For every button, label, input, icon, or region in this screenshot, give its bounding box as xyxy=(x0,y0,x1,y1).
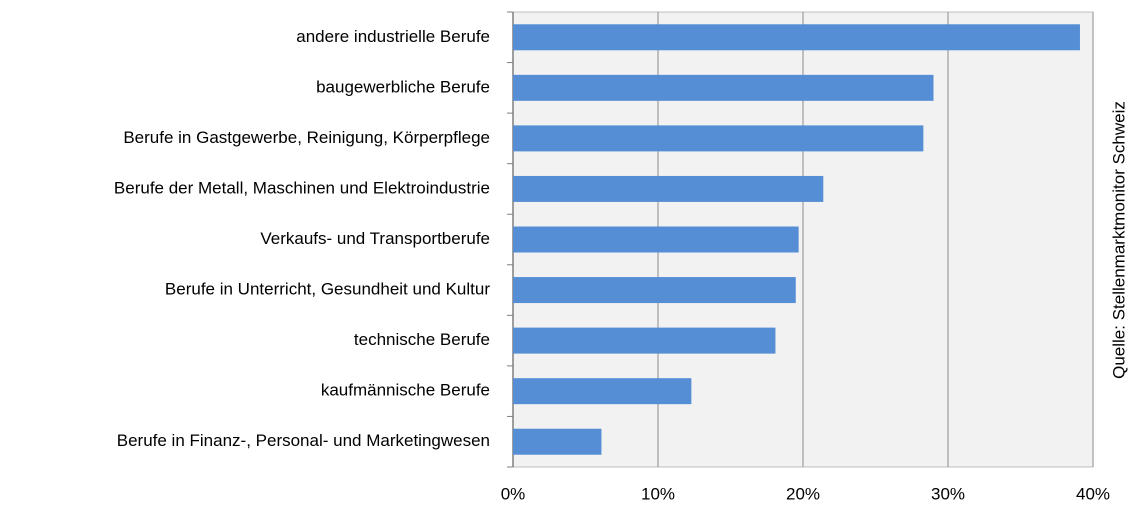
x-tick-label: 0% xyxy=(501,484,526,503)
bar xyxy=(513,226,799,253)
y-tick-label: technische Berufe xyxy=(354,330,490,349)
bar xyxy=(513,277,796,304)
y-tick-label: Berufe in Unterricht, Gesundheit und Kul… xyxy=(165,280,490,299)
y-tick-label: baugewerbliche Berufe xyxy=(316,77,490,96)
y-tick-label: Berufe in Gastgewerbe, Reinigung, Körper… xyxy=(123,128,490,147)
bar xyxy=(513,378,692,405)
bar xyxy=(513,74,934,101)
bar xyxy=(513,175,824,202)
x-tick-label: 30% xyxy=(931,484,965,503)
y-tick-label: Verkaufs- und Transportberufe xyxy=(260,229,490,248)
x-tick-label: 10% xyxy=(641,484,675,503)
y-tick-label: Berufe in Finanz-, Personal- und Marketi… xyxy=(117,431,490,450)
x-tick-label: 20% xyxy=(786,484,820,503)
bar xyxy=(513,24,1080,51)
y-tick-label: kaufmännische Berufe xyxy=(321,381,490,400)
bar xyxy=(513,125,924,152)
y-tick-label: andere industrielle Berufe xyxy=(296,27,490,46)
bar xyxy=(513,327,776,354)
source: Quelle: Stellenmarktmonitor Schweiz xyxy=(1109,101,1128,379)
bar xyxy=(513,428,602,455)
y-tick-label: Berufe der Metall, Maschinen und Elektro… xyxy=(114,178,490,197)
x-tick-label: 40% xyxy=(1076,484,1110,503)
